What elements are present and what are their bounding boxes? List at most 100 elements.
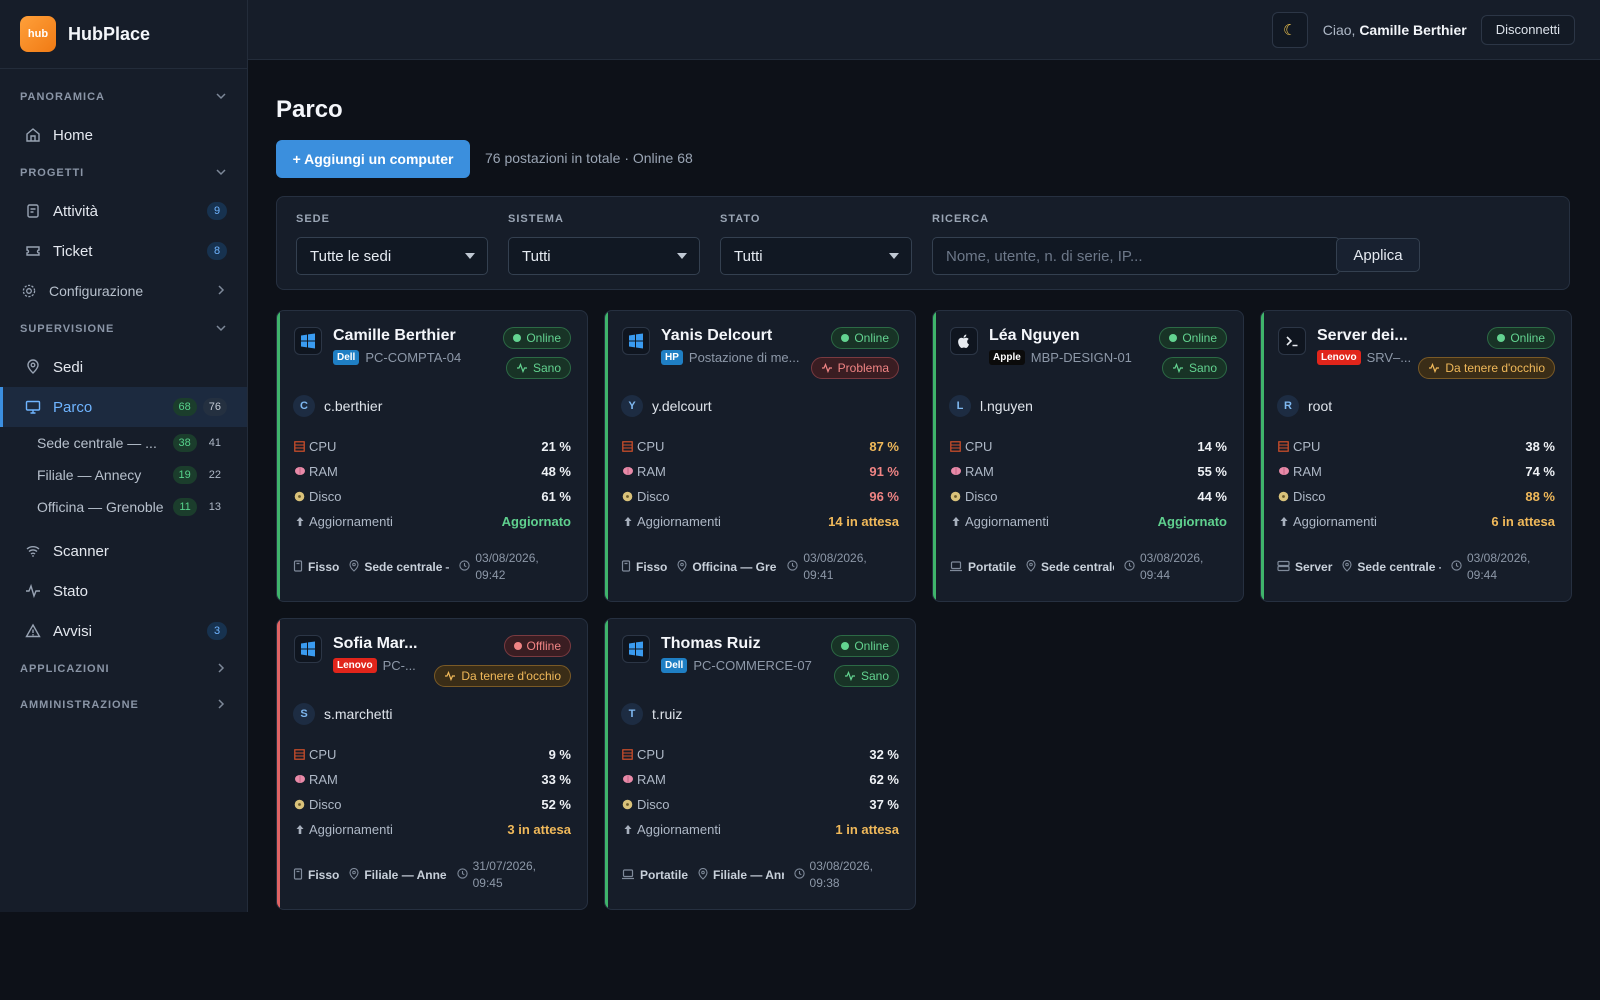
chevron-down-icon bbox=[215, 166, 227, 181]
disk-icon bbox=[293, 491, 306, 502]
cpu-icon bbox=[949, 440, 962, 452]
sidebar-item-avvisi[interactable]: Avvisi 3 bbox=[0, 611, 247, 651]
logout-button[interactable]: Disconnetti bbox=[1480, 14, 1575, 45]
apple-icon bbox=[950, 327, 978, 355]
sidebar-item-configurazione[interactable]: Configurazione bbox=[0, 271, 247, 311]
disk-value: 61 % bbox=[541, 488, 571, 504]
brand-badge: Dell bbox=[661, 658, 688, 673]
metric-disk: Disco 52 % bbox=[293, 795, 571, 813]
activity-icon bbox=[516, 363, 533, 373]
activity-icon bbox=[1428, 363, 1445, 373]
metric-ram: RAM 62 % bbox=[621, 770, 899, 788]
site-label: Sede centrale — ... bbox=[37, 435, 157, 451]
sidebar-item-ticket[interactable]: Ticket 8 bbox=[0, 231, 247, 271]
search-input[interactable]: Nome, utente, n. di serie, IP... bbox=[932, 237, 1340, 275]
cpu-value: 87 % bbox=[869, 438, 899, 454]
activity-icon bbox=[24, 582, 42, 600]
stato-select[interactable]: Tutti bbox=[720, 237, 912, 275]
brand[interactable]: hub HubPlace bbox=[0, 0, 247, 69]
status-dot-icon bbox=[513, 642, 522, 650]
device-type: Fisso bbox=[293, 867, 339, 883]
computer-card[interactable]: Yanis Delcourt HP Postazione di me... On… bbox=[604, 310, 916, 602]
portatile-icon bbox=[621, 868, 635, 883]
moon-icon: ☾ bbox=[1283, 21, 1297, 39]
metric-cpu: CPU 32 % bbox=[621, 745, 899, 763]
chevron-down-icon bbox=[215, 90, 227, 105]
theme-toggle-button[interactable]: ☾ bbox=[1271, 11, 1308, 48]
computer-card[interactable]: Léa Nguyen Apple MBP-DESIGN-01 Online Sa… bbox=[932, 310, 1244, 602]
sidebar-item-label: Stato bbox=[53, 582, 89, 600]
card-footer: Portatile Sede centrale 03/08/2026, 09:4… bbox=[949, 549, 1227, 585]
status-dot-icon bbox=[841, 642, 850, 650]
total-count: 22 bbox=[208, 469, 221, 481]
sidebar-item-label: Parco bbox=[53, 398, 93, 416]
sidebar-item-parco[interactable]: Parco 68 76 bbox=[0, 387, 247, 427]
cpu-value: 14 % bbox=[1197, 438, 1227, 454]
sidebar-item-attivita[interactable]: Attività 9 bbox=[0, 191, 247, 231]
count-badge: 9 bbox=[207, 202, 227, 220]
server-icon bbox=[1277, 560, 1290, 575]
sidebar-item-label: Configurazione bbox=[49, 283, 144, 299]
sede-select[interactable]: Tutte le sedi bbox=[296, 237, 488, 275]
sub-sites-list: Sede centrale — ... 38 41 Filiale — Annecy 1… bbox=[0, 427, 247, 523]
username: t.ruiz bbox=[652, 706, 683, 722]
metric-cpu: CPU 38 % bbox=[1277, 437, 1555, 455]
health-status-badge: Da tenere d'occhio bbox=[434, 665, 571, 687]
computer-name[interactable]: Sofia Mar... bbox=[333, 635, 418, 652]
health-status-badge: Sano bbox=[833, 665, 899, 687]
connection-status-badge: Online bbox=[503, 327, 571, 349]
sidebar-subitem-site[interactable]: Sede centrale — ... 38 41 bbox=[0, 427, 247, 459]
site-label: Officina — Grenoble bbox=[37, 499, 164, 515]
sidebar-subitem-site[interactable]: Filiale — Annecy 19 22 bbox=[0, 459, 247, 491]
windows-icon bbox=[294, 635, 322, 663]
apply-button[interactable]: Applica bbox=[1336, 238, 1420, 272]
metric-ram: RAM 74 % bbox=[1277, 462, 1555, 480]
sidebar-item-sedi[interactable]: Sedi bbox=[0, 347, 247, 387]
sidebar: hub HubPlace PANORAMICA Home PROGETTI bbox=[0, 0, 248, 912]
caret-down-icon bbox=[677, 253, 687, 259]
cpu-value: 32 % bbox=[869, 746, 899, 762]
summary-text: 76 postazioni in totale · Online 68 bbox=[485, 150, 693, 166]
assigned-user: L l.nguyen bbox=[949, 395, 1033, 417]
device-site: Sede centrale — bbox=[349, 559, 449, 575]
computer-name[interactable]: Léa Nguyen bbox=[989, 327, 1080, 344]
ram-value: 55 % bbox=[1197, 463, 1227, 479]
windows-icon bbox=[622, 635, 650, 663]
username: y.delcourt bbox=[652, 398, 712, 414]
sidebar-item-scanner[interactable]: Scanner bbox=[0, 531, 247, 571]
computer-card[interactable]: Thomas Ruiz Dell PC-COMMERCE-07 Online S… bbox=[604, 618, 916, 910]
section-applicazioni[interactable]: APPLICAZIONI bbox=[0, 651, 247, 687]
sidebar-item-stato[interactable]: Stato bbox=[0, 571, 247, 611]
sidebar-item-home[interactable]: Home bbox=[0, 115, 247, 155]
sidebar-subitem-site[interactable]: Officina — Grenoble 11 13 bbox=[0, 491, 247, 523]
computer-card[interactable]: Camille Berthier Dell PC-COMPTA-04 Onlin… bbox=[276, 310, 588, 602]
sistema-select[interactable]: Tutti bbox=[508, 237, 700, 275]
assigned-user: R root bbox=[1277, 395, 1332, 417]
computer-name[interactable]: Server dei... bbox=[1317, 327, 1408, 344]
sidebar-item-label: Home bbox=[53, 126, 94, 144]
add-computer-button[interactable]: + Aggiungi un computer bbox=[276, 140, 470, 178]
section-amministrazione[interactable]: AMMINISTRAZIONE bbox=[0, 687, 247, 723]
map-pin-icon bbox=[1342, 559, 1352, 575]
map-pin-icon bbox=[349, 867, 359, 883]
computer-card[interactable]: Sofia Mar... Lenovo PC-... Offline Da te… bbox=[276, 618, 588, 910]
username: c.berthier bbox=[324, 398, 383, 414]
disk-icon bbox=[621, 491, 634, 502]
filter-sede: SEDE Tutte le sedi bbox=[296, 213, 488, 275]
map-pin-icon bbox=[677, 559, 687, 575]
computer-name[interactable]: Yanis Delcourt bbox=[661, 327, 773, 344]
computer-subtitle: Lenovo SRV–... bbox=[1317, 350, 1411, 365]
map-pin-icon bbox=[24, 358, 42, 376]
last-seen-time: 03/08/2026, 09:41 bbox=[803, 551, 867, 582]
cpu-value: 21 % bbox=[541, 438, 571, 454]
section-panoramica[interactable]: PANORAMICA bbox=[0, 79, 247, 115]
computer-name[interactable]: Thomas Ruiz bbox=[661, 635, 761, 652]
section-progetti[interactable]: PROGETTI bbox=[0, 155, 247, 191]
computer-name[interactable]: Camille Berthier bbox=[333, 327, 456, 344]
health-status-badge: Da tenere d'occhio bbox=[1418, 357, 1555, 379]
metric-ram: RAM 33 % bbox=[293, 770, 571, 788]
disk-value: 37 % bbox=[869, 796, 899, 812]
online-count-badge: 38 bbox=[172, 434, 197, 452]
section-supervisione[interactable]: SUPERVISIONE bbox=[0, 311, 247, 347]
computer-card[interactable]: Server dei... Lenovo SRV–... Online Da t… bbox=[1260, 310, 1572, 602]
